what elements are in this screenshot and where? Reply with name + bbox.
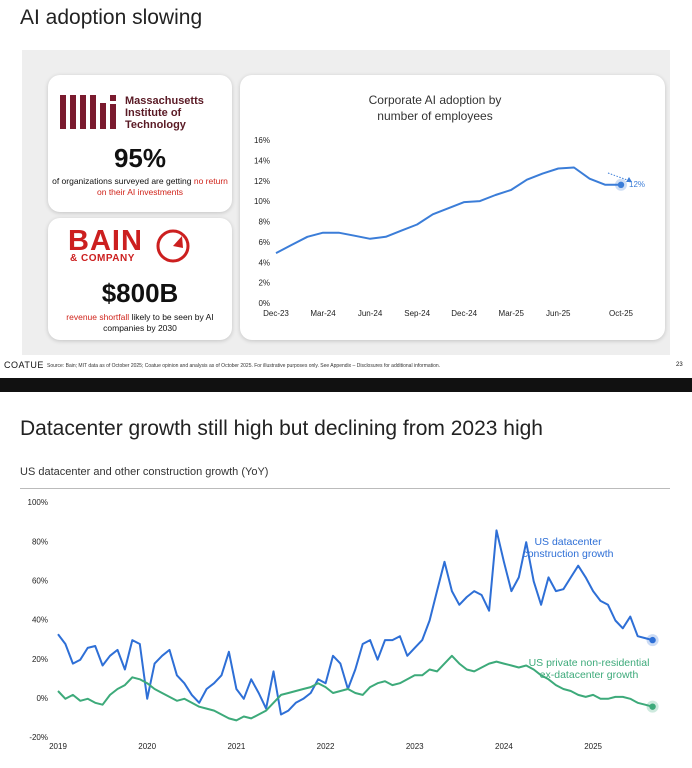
end-marker: [617, 181, 625, 189]
y-tick-label: 10%: [254, 197, 270, 206]
logo-bar: [80, 95, 86, 129]
x-tick-label: 2025: [584, 742, 602, 751]
y-tick-label: 8%: [258, 218, 270, 227]
y-tick-label: 60%: [32, 576, 48, 585]
y-tick-label: 16%: [254, 136, 270, 145]
arrow-head: [626, 177, 632, 182]
y-tick-label: 40%: [32, 616, 48, 625]
x-tick-label: Mar-24: [310, 309, 336, 318]
footer-brand: COATUE: [4, 360, 44, 370]
y-tick-label: 4%: [258, 258, 270, 267]
stat: 95%: [113, 143, 167, 173]
stat: $800B: [101, 278, 179, 308]
data-label: 12%: [629, 180, 645, 189]
icon-ring: [156, 229, 190, 263]
x-tick-label: Jun-25: [546, 309, 571, 318]
note-text: likely to be seen by AI companies by 203…: [103, 312, 214, 333]
x-tick-label: Mar-25: [499, 309, 525, 318]
logo-bar: [70, 95, 76, 129]
y-tick-label: 6%: [258, 238, 270, 247]
logo-bar: [110, 104, 116, 129]
footer-source: Source: Bain; MIT data as of October 202…: [47, 363, 441, 369]
stat-note: of organizations surveyed are getting no…: [52, 176, 228, 198]
chart: 2019 2020 2021 2022 2023 2024 2025 -20% 0% 20% 40%…: [28, 498, 659, 751]
x-tick-label: 2023: [406, 742, 424, 751]
x-tick-label: Jun-24: [358, 309, 383, 318]
logo-bar: [90, 95, 96, 129]
series-label: US private non-residential ex-datacenter…: [528, 657, 650, 681]
note-highlight: revenue shortfall: [66, 312, 130, 322]
y-tick-label: 0%: [36, 694, 48, 703]
end-marker: [649, 636, 656, 644]
y-tick-label: 100%: [28, 498, 48, 507]
y-tick-label: 12%: [254, 177, 270, 186]
x-tick-label: 2019: [49, 742, 67, 751]
mit-card: [48, 75, 232, 212]
x-tick-label: Dec-23: [263, 309, 289, 318]
logo-bar: [110, 95, 116, 101]
series-label: US datacenter construction growth: [522, 536, 614, 560]
logo-bar: [60, 95, 66, 129]
mit-logo: [60, 95, 116, 129]
x-tick-label: 2021: [227, 742, 245, 751]
x-tick-label: 2024: [495, 742, 513, 751]
x-tick-label: 2020: [138, 742, 156, 751]
annotation-arrow: [607, 172, 631, 182]
y-tick-label: 2%: [258, 279, 270, 288]
x-tick-label: 2022: [317, 742, 335, 751]
chart-title: Corporate AI adoption by number of emplo…: [368, 93, 502, 123]
end-marker: [649, 703, 656, 710]
note-text: of organizations surveyed are getting: [52, 176, 194, 186]
x-tick-label: Oct-25: [609, 309, 634, 318]
bain-logo-sub: & COMPANY: [70, 253, 135, 264]
x-tick-label: Dec-24: [451, 309, 477, 318]
y-tick-label: 0%: [258, 299, 270, 308]
logo-bar: [100, 103, 106, 129]
bain-icon: [156, 229, 190, 263]
y-tick-label: 14%: [254, 156, 270, 165]
page-number: 23: [676, 362, 683, 368]
series-line: [57, 654, 653, 722]
stat-note: revenue shortfall likely to be seen by A…: [54, 312, 226, 334]
chart: Dec-23 Mar-24 Jun-24 Sep-24 Dec-24 Mar-25 Jun-…: [254, 136, 645, 318]
x-tick-label: Sep-24: [404, 309, 430, 318]
separator: [0, 378, 692, 392]
note-highlight: no return on their AI investments: [97, 176, 228, 197]
series-line: [57, 529, 653, 716]
icon-wedge: [173, 236, 183, 248]
y-tick-label: -20%: [29, 733, 48, 742]
slide-title: Datacenter growth still high but declini…: [20, 417, 543, 440]
bain-logo-text: BAIN: [68, 225, 143, 257]
mit-logo-text: Massachusetts Institute of Technology: [125, 95, 204, 131]
bain-card: [48, 218, 232, 340]
series-line: [275, 166, 621, 254]
rule: [20, 488, 670, 489]
slide-subtitle: US datacenter and other construction gro…: [20, 466, 269, 478]
y-tick-label: 20%: [32, 655, 48, 664]
y-tick-label: 80%: [32, 537, 48, 546]
slide-title: AI adoption slowing: [20, 6, 203, 29]
